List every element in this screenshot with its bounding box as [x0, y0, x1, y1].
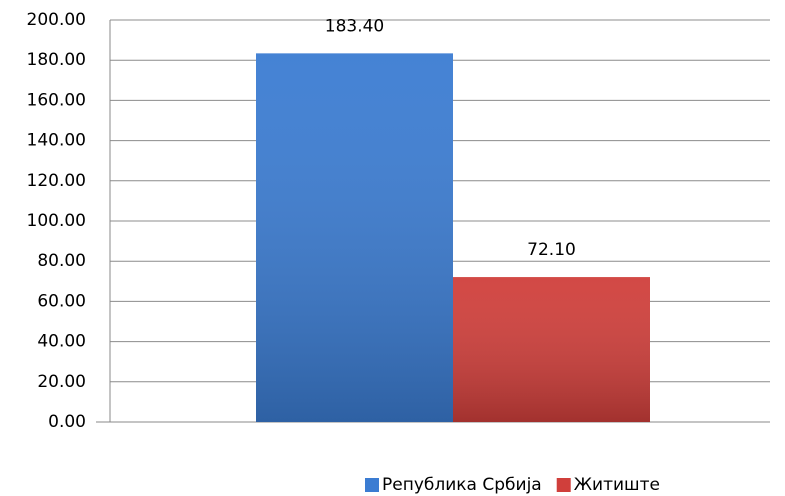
- legend-label: Република Србија: [382, 475, 542, 495]
- y-tick-label: 120.00: [27, 171, 86, 191]
- y-tick-label: 200.00: [27, 10, 86, 30]
- data-label: 183.40: [325, 16, 384, 36]
- y-tick-label: 180.00: [27, 50, 86, 70]
- y-tick-label: 0.00: [48, 412, 86, 432]
- legend-swatch: [365, 478, 379, 492]
- y-tick-label: 140.00: [27, 131, 86, 151]
- bar: [256, 53, 453, 423]
- y-tick-label: 100.00: [27, 211, 86, 231]
- y-tick-label: 80.00: [37, 251, 86, 271]
- y-tick-label: 40.00: [37, 332, 86, 352]
- legend-swatch: [556, 478, 571, 492]
- y-tick-label: 160.00: [27, 90, 86, 110]
- data-label: 72.10: [527, 240, 576, 260]
- y-tick-label: 60.00: [37, 291, 86, 311]
- legend-label: Житиште: [574, 475, 660, 495]
- y-tick-label: 20.00: [37, 372, 86, 392]
- bar: [453, 277, 650, 422]
